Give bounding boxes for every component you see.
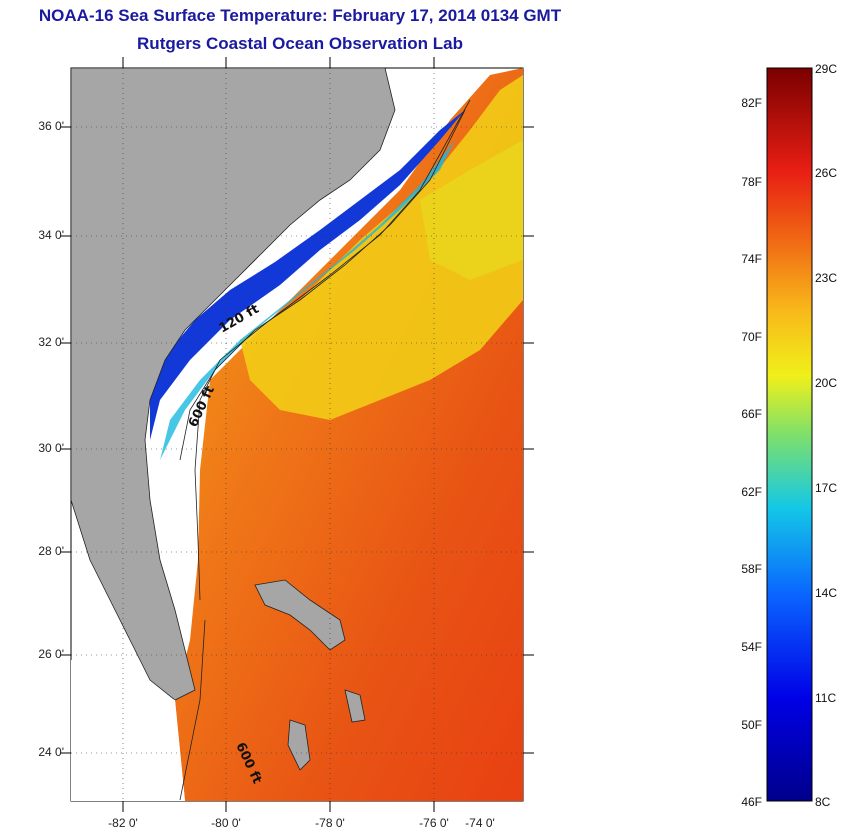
colorbar-c-label: 8C (815, 795, 831, 809)
lat-label: 34 0' (38, 228, 64, 242)
colorbar-f-label: 50F (741, 718, 762, 732)
lat-label: 32 0' (38, 335, 64, 349)
colorbar (766, 67, 813, 802)
lon-label: -82 0' (108, 816, 138, 830)
graticule (71, 68, 523, 801)
colorbar-c-label: 11C (815, 691, 837, 705)
sst-cool-zone (240, 75, 523, 420)
colorbar-c-label: 20C (815, 376, 838, 390)
colorbar-c-label: 17C (815, 481, 838, 495)
lat-label: 30 0' (38, 441, 64, 455)
colorbar-c-label: 23C (815, 271, 838, 285)
map-title: NOAA-16 Sea Surface Temperature: Februar… (38, 6, 562, 25)
lon-label: -76 0' (419, 816, 449, 830)
lat-label: 36 0' (38, 119, 64, 133)
lat-label: 26 0' (38, 647, 64, 661)
lon-label: -80 0' (211, 816, 241, 830)
lat-label: 24 0' (38, 745, 64, 759)
lon-label: -78 0' (315, 816, 345, 830)
map-subtitle: Rutgers Coastal Ocean Observation Lab (137, 34, 463, 53)
sst-cold-shelf (150, 110, 465, 440)
colorbar-f-label: 58F (741, 562, 762, 576)
bahamas-island (254, 579, 346, 651)
no-data-south (71, 660, 185, 801)
colorbar-f-label: 54F (741, 640, 762, 654)
contour-600ft (194, 99, 471, 601)
land-mass (71, 68, 396, 701)
colorbar-f-label: 78F (741, 175, 762, 189)
colorbar-c-label: 14C (815, 586, 838, 600)
colorbar-f-label: 66F (741, 407, 762, 421)
colorbar-f-label: 46F (741, 795, 762, 809)
colorbar-f-label: 70F (741, 330, 762, 344)
colorbar-f-label: 74F (741, 252, 762, 266)
colorbar-c-label: 26C (815, 166, 838, 180)
contour-120ft (179, 109, 466, 461)
colorbar-f-label: 82F (741, 96, 762, 110)
lon-label: -74 0' (465, 816, 495, 830)
colorbar-f-label: 62F (741, 485, 762, 499)
colorbar-c-label: 29C (815, 62, 838, 76)
lat-label: 28 0' (38, 544, 64, 558)
